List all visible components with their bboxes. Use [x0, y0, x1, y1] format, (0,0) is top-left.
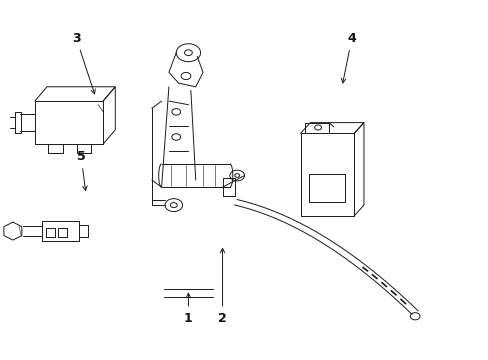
Text: 2: 2 [218, 248, 226, 325]
Text: 1: 1 [183, 293, 192, 325]
Text: 5: 5 [77, 150, 87, 190]
Text: 4: 4 [341, 32, 355, 83]
Text: 3: 3 [72, 32, 95, 94]
